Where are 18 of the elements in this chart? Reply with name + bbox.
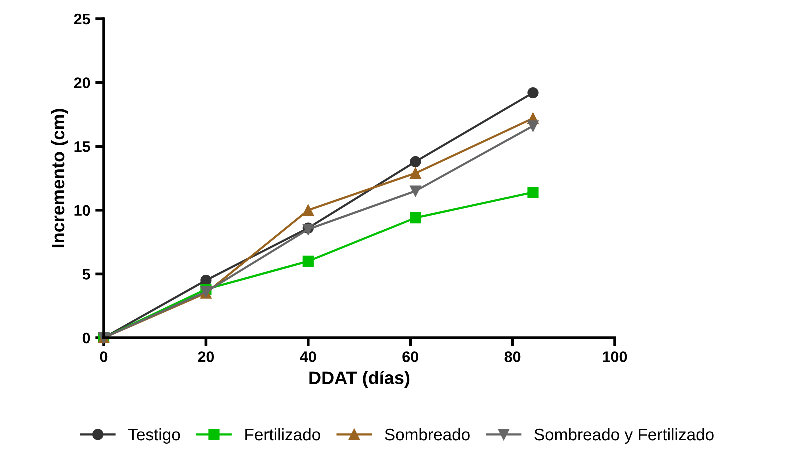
- legend-label: Sombreado y Fertilizado: [534, 428, 714, 444]
- x-tick-label: 20: [198, 352, 214, 362]
- x-tick-label: 0: [100, 352, 108, 362]
- x-tick-label: 100: [603, 352, 628, 362]
- x-tick-label: 40: [300, 352, 316, 362]
- y-tick-label: 15: [74, 142, 90, 152]
- y-tick-label: 0: [82, 332, 90, 344]
- x-axis-title: DDAT (días): [310, 370, 410, 388]
- y-tick-label: 10: [74, 205, 90, 216]
- legend-label: Sombreado: [385, 428, 470, 441]
- legend-label: Fertilizado: [246, 428, 320, 441]
- y-tick-label: 25: [74, 14, 90, 25]
- x-tick-label: 60: [402, 352, 418, 362]
- y-axis-title: Incremento (cm): [51, 109, 68, 248]
- y-tick-label: 5: [82, 269, 90, 280]
- x-tick-label: 80: [504, 352, 521, 362]
- y-tick-label: 20: [74, 78, 90, 88]
- legend-label: Testigo: [128, 428, 180, 444]
